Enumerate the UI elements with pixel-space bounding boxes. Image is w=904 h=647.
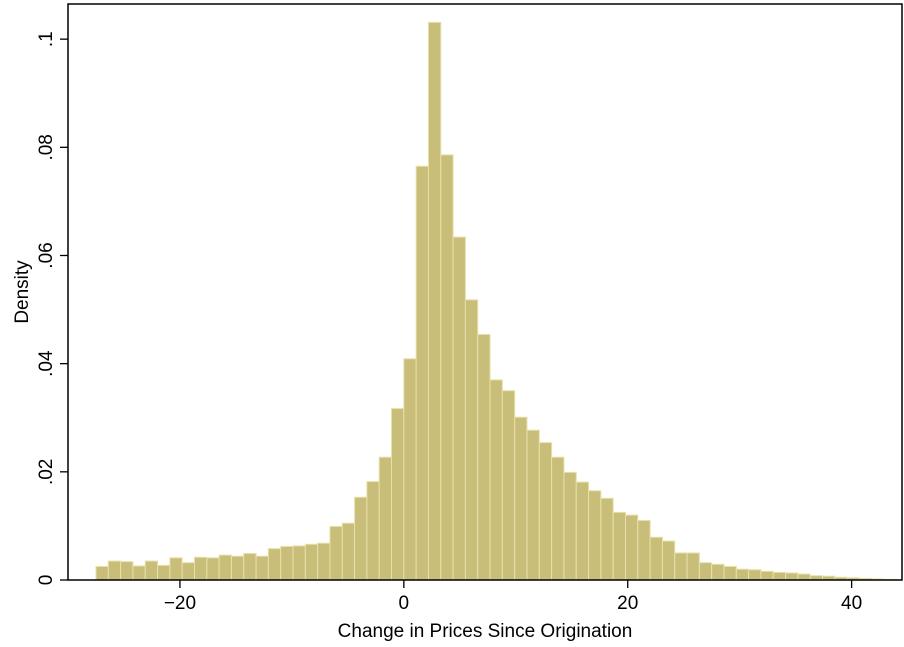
histogram-bar	[477, 333, 491, 581]
histogram-bar	[711, 563, 725, 581]
histogram-bar	[255, 555, 269, 581]
y-axis: 0 .02 .04 .06 .08 .1	[36, 31, 68, 585]
histogram-bars	[95, 21, 897, 581]
y-tick-label: .04	[36, 350, 57, 377]
histogram-bar	[452, 236, 466, 581]
histogram-bar	[95, 565, 109, 581]
histogram-bar	[169, 557, 183, 581]
histogram-bar	[230, 555, 245, 581]
y-tick-label: .1	[36, 31, 57, 47]
histogram-bar	[649, 536, 663, 581]
x-tick-label: 20	[617, 593, 638, 614]
histogram-bar	[600, 497, 614, 581]
histogram-bar	[624, 514, 639, 581]
histogram-bar	[329, 525, 343, 581]
histogram-bar	[157, 564, 171, 581]
x-tick-label: 0	[399, 593, 410, 614]
histogram-bar	[403, 358, 417, 581]
histogram-bar	[637, 520, 651, 581]
histogram-bar	[280, 545, 294, 581]
histogram-bar	[760, 570, 774, 581]
histogram-bar	[551, 456, 565, 581]
histogram-bar	[735, 568, 750, 581]
histogram-bar	[489, 379, 503, 581]
x-tick-label: 40	[841, 593, 862, 614]
histogram-bar	[144, 560, 159, 581]
histogram-bar	[563, 471, 577, 581]
histogram-bar	[748, 569, 762, 581]
histogram-bar	[267, 548, 282, 581]
histogram-bar	[317, 542, 331, 581]
histogram-bar	[797, 573, 811, 581]
histogram-bar	[575, 481, 590, 581]
histogram-bar	[772, 571, 787, 581]
histogram-bar	[440, 154, 454, 581]
histogram-bar	[243, 552, 257, 581]
histogram-bar	[526, 429, 540, 581]
histogram-bar	[304, 543, 319, 581]
y-tick-label: .08	[36, 134, 57, 160]
histogram-bar	[785, 572, 799, 581]
histogram-bar	[427, 21, 442, 581]
x-axis-title: Change in Prices Since Origination	[338, 621, 633, 642]
histogram-bar	[181, 562, 195, 581]
histogram-bar	[120, 561, 134, 581]
histogram-bar	[612, 511, 626, 581]
histogram-bar	[698, 562, 713, 581]
histogram-bar	[501, 390, 516, 581]
histogram-bar	[674, 552, 688, 581]
x-axis: −20 0 20 40	[164, 580, 862, 614]
histogram-bar	[723, 565, 737, 581]
histogram-bar	[366, 481, 380, 581]
plot-frame	[67, 3, 903, 581]
histogram-bar	[354, 496, 368, 581]
histogram-bar	[206, 557, 220, 581]
histogram-bar	[292, 545, 306, 581]
histogram-bar	[661, 540, 676, 581]
histogram-bar	[341, 522, 356, 581]
y-axis-title: Density	[12, 260, 33, 324]
histogram-bar	[378, 456, 393, 581]
histogram-bar	[415, 165, 429, 581]
histogram-bar	[588, 490, 602, 581]
histogram-bar	[107, 560, 122, 581]
histogram-bar	[514, 416, 528, 581]
histogram-bar	[686, 552, 700, 581]
histogram-bar	[464, 299, 479, 581]
histogram-bar	[218, 554, 232, 581]
y-tick-label: .02	[36, 459, 57, 485]
y-tick-label: 0	[36, 575, 57, 586]
histogram-bar	[538, 442, 553, 581]
y-tick-label: .06	[36, 242, 57, 268]
histogram-bar	[132, 565, 146, 581]
x-tick-label: −20	[164, 593, 196, 614]
histogram-bar	[391, 408, 405, 581]
histogram-bar	[193, 556, 208, 581]
